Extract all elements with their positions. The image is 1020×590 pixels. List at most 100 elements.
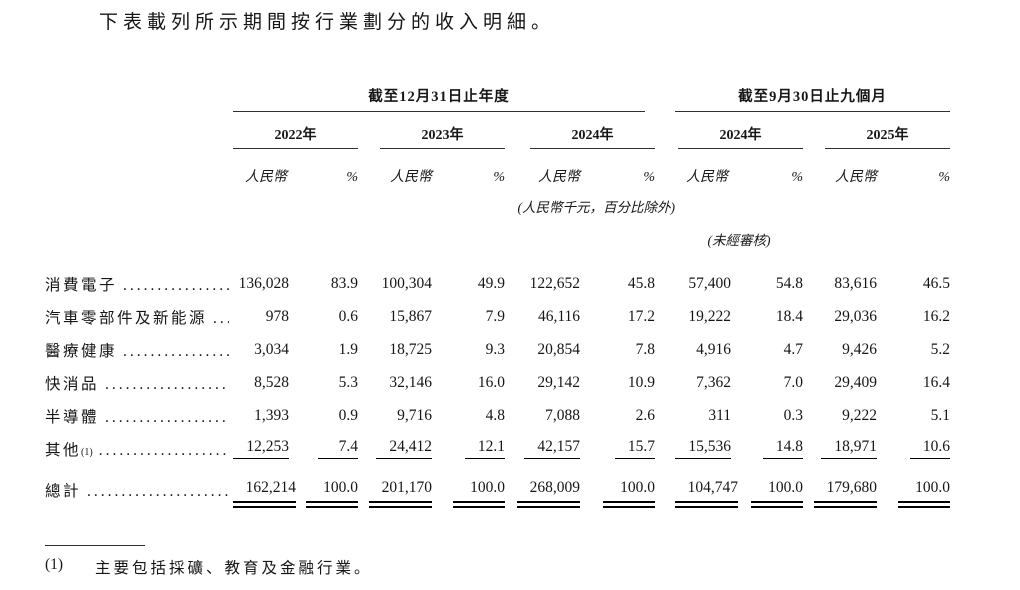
- rmb-value: 18,725: [389, 340, 432, 358]
- value-cell: 201,170: [358, 465, 432, 515]
- unit-note-row: (人民幣千元，百分比除外): [45, 186, 950, 216]
- spacer-cell: [655, 267, 675, 300]
- value-cell: 45.8: [580, 267, 655, 300]
- rmb-value: 9,222: [842, 406, 877, 424]
- value-cell: 8,528: [233, 366, 289, 399]
- value-cell: 10.9: [580, 366, 655, 399]
- percent-value: 16.0: [477, 373, 505, 391]
- value-cell: 29,409: [803, 366, 877, 399]
- value-cell: 15,867: [358, 300, 432, 333]
- percent-value: 10.9: [627, 373, 655, 391]
- percent-value: 10.6: [910, 438, 950, 459]
- total-rmb-value: 104,747: [675, 479, 738, 508]
- rmb-value: 83,616: [834, 274, 877, 292]
- value-cell: 18,725: [358, 333, 432, 366]
- industry-label: 醫療健康: [45, 342, 118, 360]
- gap-row: [45, 249, 950, 267]
- percent-value: 4.8: [485, 406, 505, 424]
- spacer-cell: [45, 216, 675, 249]
- value-cell: 5.3: [287, 366, 358, 399]
- industry-rows: 消費電子 136,028 83.9 100,304 49.9 122,652 45.8 57,…: [45, 267, 950, 465]
- value-cell: 83.9: [287, 267, 358, 300]
- total-percent-value: 100.0: [751, 479, 803, 508]
- value-cell: 14.8: [728, 432, 803, 465]
- rmb-value: 15,536: [675, 438, 731, 459]
- percent-value: 0.6: [338, 307, 358, 325]
- dot-leader: [99, 442, 229, 460]
- value-cell: 16.0: [432, 366, 505, 399]
- percent-header: %: [346, 170, 358, 185]
- rmb-header: 人民幣: [835, 170, 877, 185]
- value-cell: 57,400: [675, 267, 731, 300]
- rmb-value: 8,528: [254, 373, 289, 391]
- value-cell: 5.2: [877, 333, 950, 366]
- percent-value: 16.4: [922, 373, 950, 391]
- year-2024-9m-cell: 2024年: [675, 112, 803, 149]
- year-header-row: 2022年 2023年 2024年 2024年 2025年: [45, 112, 950, 149]
- total-section: 總計 162,214 100.0 201,170 100.0 268,009 1…: [45, 465, 950, 515]
- rmb-value: 7,362: [696, 373, 731, 391]
- spacer-cell: [655, 149, 675, 186]
- percent-value: 12.1: [465, 438, 505, 459]
- industry-row: 半導體 1,393 0.9 9,716 4.8 7,088 2.6 311 0.3 9,222 5.…: [45, 399, 950, 432]
- value-cell: 122,652: [505, 267, 580, 300]
- percent-header: %: [791, 170, 803, 185]
- unaudited-note-row: (未經審核): [45, 216, 950, 249]
- industry-row: 快消品 8,528 5.3 32,146 16.0 29,142 10.9 7,362 7.0 2…: [45, 366, 950, 399]
- percent-value: 15.7: [615, 438, 655, 459]
- percent-value: 1.9: [338, 340, 358, 358]
- percent-value: 5.3: [338, 373, 358, 391]
- percent-value: 7.8: [635, 340, 655, 358]
- rmb-value: 46,116: [537, 307, 580, 325]
- percent-value: 46.5: [922, 274, 950, 292]
- rmb-value: 7,088: [545, 406, 580, 424]
- year-2023-cell: 2023年: [358, 112, 505, 149]
- unaudited-note: (未經審核): [707, 233, 771, 248]
- percent-header: %: [493, 170, 505, 185]
- industry-row: 消費電子 136,028 83.9 100,304 49.9 122,652 45.8 57,…: [45, 267, 950, 300]
- value-cell: 12.1: [432, 432, 505, 465]
- rmb-header: 人民幣: [390, 170, 432, 185]
- percent-value: 54.8: [775, 274, 803, 292]
- value-cell: 29,036: [803, 300, 877, 333]
- percent-value: 2.6: [635, 406, 655, 424]
- total-label-cell: 總計: [45, 465, 233, 515]
- total-row: 總計 162,214 100.0 201,170 100.0 268,009 1…: [45, 465, 950, 515]
- industry-label-cell: 汽車零部件及新能源: [45, 300, 233, 333]
- rmb-value: 57,400: [688, 274, 731, 292]
- total-percent-value: 100.0: [453, 479, 505, 508]
- total-percent-value: 100.0: [306, 479, 358, 508]
- spacer-cell: [675, 186, 950, 216]
- industry-label-cell: 其他 (1): [45, 432, 233, 465]
- rmb-value: 15,867: [389, 307, 432, 325]
- percent-value: 7.9: [485, 307, 505, 325]
- industry-label-cell: 醫療健康: [45, 333, 233, 366]
- percent-value: 4.7: [783, 340, 803, 358]
- value-cell: 0.3: [728, 399, 803, 432]
- value-cell: 54.8: [728, 267, 803, 300]
- rmb-value: 32,146: [389, 373, 432, 391]
- value-cell: 7.0: [728, 366, 803, 399]
- percent-value: 14.8: [763, 438, 803, 459]
- value-cell: 0.9: [287, 399, 358, 432]
- value-cell: 5.1: [877, 399, 950, 432]
- percent-value: 49.9: [477, 274, 505, 292]
- industry-label-cell: 快消品: [45, 366, 233, 399]
- rmb-value: 978: [265, 307, 289, 325]
- year-2022: 2022年: [233, 124, 358, 149]
- spacer-cell: [45, 149, 233, 186]
- dot-leader: [87, 483, 229, 501]
- spacer-cell: [655, 333, 675, 366]
- year-2025: 2025年: [825, 124, 950, 149]
- spacer-cell: [45, 249, 950, 267]
- value-cell: 179,680: [803, 465, 877, 515]
- value-cell: 9,222: [803, 399, 877, 432]
- rmb-value: 24,412: [376, 438, 432, 459]
- industry-label-cell: 消費電子: [45, 267, 233, 300]
- spacer-cell: [655, 465, 675, 515]
- rmb-value: 100,304: [381, 274, 432, 292]
- value-cell: 15.7: [580, 432, 655, 465]
- percent-value: 0.9: [338, 406, 358, 424]
- rmb-value: 1,393: [254, 406, 289, 424]
- footnote-text: 主要包括採礦、教育及金融行業。: [95, 560, 373, 577]
